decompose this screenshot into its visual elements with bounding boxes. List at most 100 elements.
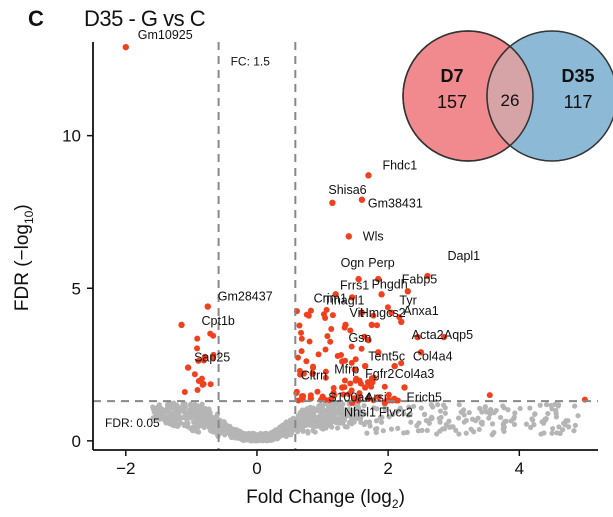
gene-label-mfrp: Mfrp xyxy=(334,362,359,376)
data-point xyxy=(335,407,342,413)
data-point xyxy=(512,410,518,416)
data-point xyxy=(202,407,208,413)
background-points-layer xyxy=(150,400,581,444)
data-point xyxy=(414,423,420,429)
data-point xyxy=(335,401,341,407)
data-point xyxy=(156,402,162,408)
data-point xyxy=(456,402,462,408)
data-point xyxy=(385,391,392,398)
data-point xyxy=(310,363,317,370)
plot-title: D35 - G vs C xyxy=(84,6,206,31)
data-point xyxy=(358,345,365,352)
data-point xyxy=(181,389,188,396)
data-point xyxy=(572,403,578,409)
data-point xyxy=(541,430,547,436)
data-point xyxy=(375,394,382,401)
y-axis-label: FDR (−log10) xyxy=(12,204,36,311)
data-point xyxy=(466,409,472,416)
data-point xyxy=(388,426,395,432)
data-point-sap25 xyxy=(184,364,192,371)
data-point xyxy=(408,419,414,425)
data-point-ogn xyxy=(355,275,362,283)
data-point xyxy=(373,418,380,424)
data-point-hmgcs2 xyxy=(368,321,375,329)
data-point xyxy=(418,405,424,411)
data-point-aqp5 xyxy=(440,333,448,341)
data-point xyxy=(511,421,518,428)
data-point xyxy=(323,306,330,313)
data-point-perp xyxy=(375,275,382,283)
x-axis-label: Fold Change (log2) xyxy=(246,487,405,511)
gene-label-anxa1: Anxa1 xyxy=(403,304,438,318)
data-point xyxy=(181,409,187,415)
data-point xyxy=(390,411,396,417)
data-point xyxy=(575,413,581,419)
data-point xyxy=(486,415,492,421)
data-point-col4a3 xyxy=(391,362,398,370)
gene-label-fgfr2: Fgfr2 xyxy=(365,367,394,381)
data-point xyxy=(476,426,482,433)
data-point xyxy=(329,424,335,430)
data-point xyxy=(398,360,405,367)
data-point xyxy=(545,410,551,417)
data-point-vit xyxy=(342,321,349,329)
data-point xyxy=(453,427,459,433)
venn-diagram: D7 157 D35 117 26 xyxy=(402,30,613,162)
gene-label-frrs1: Frrs1 xyxy=(340,278,369,292)
data-point-cltrn xyxy=(309,370,316,377)
data-point xyxy=(314,388,321,395)
data-point xyxy=(243,437,249,443)
significant-points-layer xyxy=(122,43,588,406)
data-point xyxy=(410,403,417,409)
data-point xyxy=(351,419,357,425)
data-point xyxy=(377,414,383,420)
venn-count-overlap: 26 xyxy=(501,91,520,110)
gene-label-erich5: Erich5 xyxy=(407,390,442,404)
data-point xyxy=(361,333,368,340)
data-point xyxy=(198,375,205,382)
data-point xyxy=(442,410,448,416)
data-point xyxy=(548,402,554,409)
data-point xyxy=(311,407,317,413)
data-point xyxy=(491,429,497,436)
data-point xyxy=(374,322,381,329)
data-point xyxy=(156,412,162,419)
data-point xyxy=(211,415,217,421)
data-point xyxy=(374,406,380,412)
y-tick-label: 0 xyxy=(72,432,81,451)
y-tick-label: 10 xyxy=(62,127,81,146)
data-point xyxy=(330,389,337,396)
data-point xyxy=(323,415,329,422)
gene-label-nhsl1: Nhsl1 xyxy=(344,406,376,420)
data-point-anxa1 xyxy=(398,318,405,326)
data-point-erich5 xyxy=(401,384,408,391)
x-tick-label: −2 xyxy=(116,459,135,478)
data-point xyxy=(461,419,467,425)
data-point xyxy=(373,429,379,436)
data-point xyxy=(308,417,314,423)
data-point xyxy=(195,408,202,414)
data-point xyxy=(367,381,374,388)
data-point xyxy=(276,434,282,440)
data-point xyxy=(479,421,485,427)
gene-label-fabp5: Fabp5 xyxy=(402,272,437,286)
data-point xyxy=(307,307,314,314)
data-point xyxy=(197,417,203,423)
data-point xyxy=(455,415,462,421)
gene-label-gm38431: Gm38431 xyxy=(368,197,423,211)
data-point xyxy=(330,384,337,391)
data-point xyxy=(228,429,234,435)
data-point xyxy=(163,414,170,420)
data-point xyxy=(543,402,550,408)
data-point xyxy=(172,421,178,427)
data-point xyxy=(415,428,421,434)
data-point xyxy=(164,401,171,408)
data-point xyxy=(319,421,325,427)
data-point xyxy=(296,367,303,374)
data-point xyxy=(300,393,307,400)
data-point-gm10925 xyxy=(122,43,129,51)
data-point xyxy=(183,416,190,422)
data-point xyxy=(201,424,207,431)
data-point xyxy=(541,420,547,426)
